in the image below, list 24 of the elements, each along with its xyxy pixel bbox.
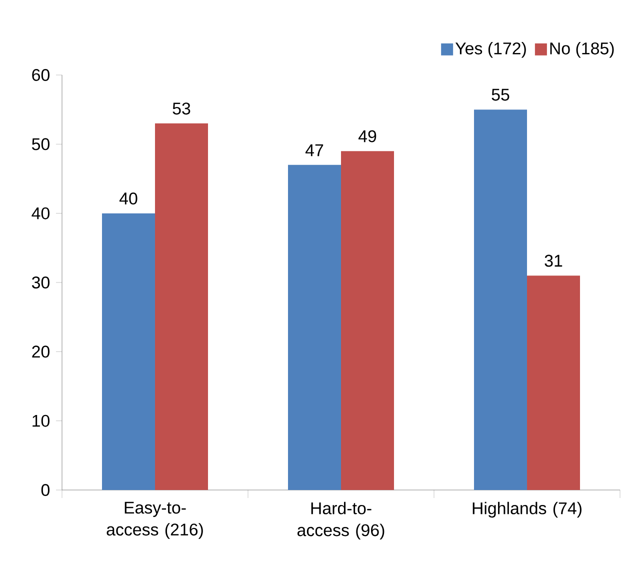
y-tick-label: 40	[32, 207, 50, 220]
bar	[155, 123, 208, 490]
data-label: 53	[172, 102, 190, 115]
data-label: 55	[492, 88, 510, 101]
data-label: 40	[119, 192, 138, 204]
data-label: 49	[358, 130, 376, 142]
bar	[527, 276, 580, 490]
data-label: 31	[544, 254, 562, 267]
y-tick-label: 60	[32, 68, 50, 81]
y-tick-label: 50	[32, 138, 50, 150]
x-tick-label: Easy-to-access (216)	[106, 502, 203, 539]
x-tick-label: Highlands (74)	[472, 502, 582, 518]
y-tick-label: 0	[41, 484, 50, 496]
legend-label: Yes (172)	[455, 42, 526, 58]
data-label: 47	[305, 144, 324, 156]
bar	[341, 151, 394, 490]
bar	[474, 110, 528, 490]
y-tick-label: 20	[32, 346, 50, 358]
legend-label: No (185)	[550, 42, 614, 58]
y-tick-label: 30	[32, 276, 50, 288]
bar	[288, 164, 342, 490]
bar	[102, 213, 156, 490]
x-tick-label: Hard-to-access (96)	[297, 502, 384, 540]
y-tick-label: 10	[32, 414, 50, 427]
